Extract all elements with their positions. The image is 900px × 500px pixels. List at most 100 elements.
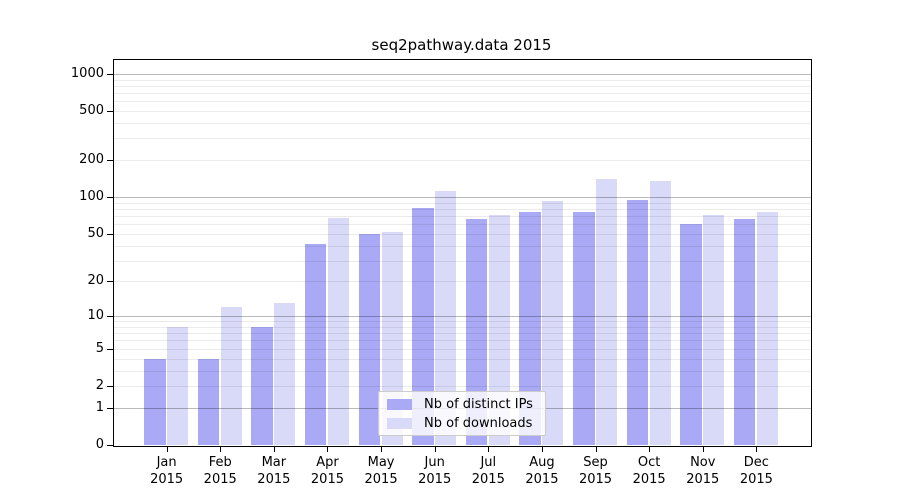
y-tick-label-5: 5 xyxy=(95,340,104,356)
x-tick-mark xyxy=(756,446,758,452)
y-tick-label-10: 10 xyxy=(87,308,104,324)
gridline-10 xyxy=(114,316,811,318)
y-tick-mark xyxy=(107,160,113,162)
gridline-70 xyxy=(114,216,811,218)
gridline-30 xyxy=(114,260,811,262)
legend-row-downloads: Nb of downloads xyxy=(379,416,545,431)
y-tick-label-200: 200 xyxy=(79,152,104,168)
y-tick-label-1000: 1000 xyxy=(70,65,104,81)
gridline-300 xyxy=(114,138,811,140)
x-tick-mark xyxy=(327,446,329,452)
bar-ips-nov xyxy=(680,224,702,445)
bar-downloads-jun xyxy=(435,191,457,445)
gridline-7 xyxy=(114,333,811,335)
x-tick-label-jun: Jun 2015 xyxy=(418,455,452,487)
x-tick-label-mar: Mar 2015 xyxy=(257,455,291,487)
y-tick-mark xyxy=(107,111,113,113)
gridline-50 xyxy=(114,233,811,235)
gridline-800 xyxy=(114,85,811,87)
x-tick-label-jul: Jul 2015 xyxy=(471,455,505,487)
x-tick-label-sep: Sep 2015 xyxy=(578,455,613,487)
x-tick-mark xyxy=(273,446,275,452)
gridline-80 xyxy=(114,208,811,210)
y-tick-mark xyxy=(107,385,113,387)
chart-title: seq2pathway.data 2015 xyxy=(371,36,552,54)
y-tick-mark xyxy=(107,197,113,199)
bar-ips-may xyxy=(358,233,381,445)
y-tick-label-500: 500 xyxy=(79,103,104,119)
gridline-3 xyxy=(114,370,811,372)
bar-ips-sep xyxy=(573,211,595,445)
x-tick-label-dec: Dec 2015 xyxy=(739,455,773,487)
x-tick-mark xyxy=(702,446,704,452)
gridline-700 xyxy=(114,93,811,95)
gridline-5 xyxy=(114,348,811,350)
gridline-40 xyxy=(114,245,811,247)
y-tick-label-20: 20 xyxy=(87,273,104,289)
gridline-9 xyxy=(114,321,811,323)
y-tick-mark xyxy=(107,445,113,446)
bar-downloads-apr xyxy=(327,217,349,445)
gridline-2 xyxy=(114,385,811,387)
gridline-500 xyxy=(114,111,811,113)
bar-ips-apr xyxy=(304,244,327,445)
bar-ips-jan xyxy=(144,358,166,445)
bar-downloads-dec xyxy=(756,212,778,445)
y-tick-mark xyxy=(107,73,113,75)
y-tick-mark xyxy=(107,407,113,409)
legend-label-ips: Nb of distinct IPs xyxy=(424,396,533,412)
legend: Nb of distinct IPs Nb of downloads xyxy=(378,391,546,436)
x-tick-label-nov: Nov 2015 xyxy=(686,455,720,487)
x-tick-mark xyxy=(541,446,543,452)
plot-area xyxy=(113,59,812,447)
y-tick-label-1: 1 xyxy=(95,399,104,415)
bar-downloads-jul xyxy=(488,215,510,445)
x-tick-label-may: May 2015 xyxy=(364,455,398,487)
gridline-6 xyxy=(114,340,811,342)
gridline-20 xyxy=(114,281,811,283)
gridline-4 xyxy=(114,358,811,360)
legend-swatch-downloads xyxy=(387,417,412,429)
legend-row-ips: Nb of distinct IPs xyxy=(379,397,545,412)
bar-downloads-feb xyxy=(220,307,242,445)
gridline-400 xyxy=(114,123,811,125)
bar-ips-jun xyxy=(412,208,434,445)
x-tick-mark xyxy=(166,446,168,452)
y-tick-mark xyxy=(107,281,113,283)
y-tick-mark xyxy=(107,233,113,235)
x-tick-label-jan: Jan 2015 xyxy=(150,455,184,487)
y-tick-label-50: 50 xyxy=(87,225,104,241)
bar-downloads-aug xyxy=(542,200,564,445)
x-tick-mark xyxy=(649,446,651,452)
x-tick-mark xyxy=(595,446,597,452)
x-tick-label-oct: Oct 2015 xyxy=(632,455,666,487)
y-tick-label-2: 2 xyxy=(95,377,104,393)
bar-ips-feb xyxy=(197,358,220,445)
gridlines-layer xyxy=(114,60,811,446)
gridline-60 xyxy=(114,224,811,226)
x-tick-mark xyxy=(434,446,436,452)
gridline-100 xyxy=(114,197,811,199)
bar-downloads-oct xyxy=(649,181,671,445)
gridline-1000 xyxy=(114,73,811,75)
gridline-90 xyxy=(114,202,811,204)
bar-downloads-mar xyxy=(274,303,296,445)
gridline-600 xyxy=(114,101,811,103)
gridline-8 xyxy=(114,326,811,328)
legend-label-downloads: Nb of downloads xyxy=(424,415,533,431)
gridline-200 xyxy=(114,160,811,162)
x-tick-label-feb: Feb 2015 xyxy=(203,455,237,487)
y-tick-mark xyxy=(107,348,113,350)
gridline-900 xyxy=(114,79,811,81)
x-tick-label-apr: Apr 2015 xyxy=(310,455,344,487)
x-tick-mark xyxy=(220,446,222,452)
x-tick-mark xyxy=(381,446,383,452)
bar-downloads-jan xyxy=(167,326,189,445)
y-tick-label-100: 100 xyxy=(79,189,104,205)
y-tick-mark xyxy=(107,316,113,318)
y-tick-label-0: 0 xyxy=(95,437,104,452)
bar-ips-aug xyxy=(519,212,541,445)
bars-layer xyxy=(114,60,811,446)
bar-ips-mar xyxy=(251,326,273,445)
